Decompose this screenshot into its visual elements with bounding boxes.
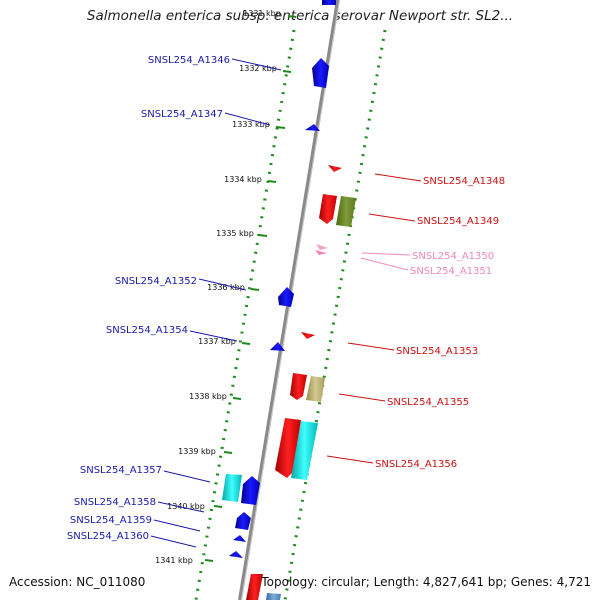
tick-label: 1335 kbp — [216, 229, 254, 238]
gene-label-a1359[interactable]: SNSL254_A1359 — [70, 515, 152, 526]
gene-label-a1357[interactable]: SNSL254_A1357 — [80, 465, 162, 476]
gene-arrow-a1358 — [235, 512, 251, 530]
gene-arrow-a1359 — [233, 535, 246, 542]
left-gene-labels: SNSL254_A1346 SNSL254_A1347 SNSL254_A135… — [67, 55, 282, 548]
tick-label: 1339 kbp — [178, 447, 216, 456]
outer-dotted-guide — [283, 29, 387, 600]
gene-label-a1354[interactable]: SNSL254_A1354 — [106, 325, 188, 336]
gene-label-a1351[interactable]: SNSL254_A1351 — [410, 266, 492, 277]
gene-label-a1360[interactable]: SNSL254_A1360 — [67, 531, 149, 542]
tick-label: 1341 kbp — [155, 556, 193, 565]
tick-label: 1337 kbp — [198, 337, 236, 346]
tick-label: 1332 kbp — [239, 64, 277, 73]
gene-label-a1346[interactable]: SNSL254_A1346 — [148, 55, 230, 66]
gene-arrow-a1353 — [301, 332, 315, 339]
gene-arrow-a1355-red — [290, 373, 307, 400]
tick-label: 1331 kbp — [243, 9, 281, 18]
gene-arrow-a1356-red — [275, 418, 301, 478]
gene-arrow-a1357-cyan — [222, 474, 242, 502]
gene-label-a1348[interactable]: SNSL254_A1348 — [423, 176, 505, 187]
gene-arrow-clipped-bottom-red — [246, 574, 263, 600]
gene-arrow-a1350 — [316, 244, 328, 250]
gene-arrow-a1349-red — [319, 194, 337, 224]
gene-arrow-a1357-blue — [241, 476, 260, 505]
tick-label: 1336 kbp — [207, 283, 245, 292]
gene-arrow-a1354 — [270, 342, 285, 351]
gene-arrow-clipped-bottom-steel — [266, 593, 281, 600]
topology-text: Topology: circular; Length: 4,827,641 bp… — [261, 575, 591, 589]
gene-label-a1355[interactable]: SNSL254_A1355 — [387, 397, 469, 408]
tick-label: 1340 kbp — [167, 502, 205, 511]
map-title: Salmonella enterica subsp. enterica sero… — [86, 8, 514, 24]
gene-arrow-a1349-olive — [336, 196, 356, 227]
gene-label-a1358[interactable]: SNSL254_A1358 — [74, 497, 156, 508]
tick-marks: 1331 kbp 1332 kbp 1333 kbp 1334 kbp 1335… — [155, 9, 297, 565]
gene-label-a1349[interactable]: SNSL254_A1349 — [417, 216, 499, 227]
gene-label-a1350[interactable]: SNSL254_A1350 — [412, 251, 494, 262]
gene-label-a1347[interactable]: SNSL254_A1347 — [141, 109, 223, 120]
right-gene-labels: SNSL254_A1348 SNSL254_A1349 SNSL254_A135… — [326, 173, 505, 470]
accession-text: Accession: NC_011080 — [9, 575, 146, 589]
gene-label-a1356[interactable]: SNSL254_A1356 — [375, 459, 457, 470]
tick-label: 1334 kbp — [224, 175, 262, 184]
tick-label: 1338 kbp — [189, 392, 227, 401]
tick-label: 1333 kbp — [232, 120, 270, 129]
gene-arrow-a1351 — [315, 250, 327, 255]
gene-arrow-a1348 — [328, 165, 342, 172]
gene-arrow-a1352 — [278, 287, 294, 307]
inner-dotted-guide — [194, 29, 296, 600]
gene-arrow-a1360 — [229, 551, 243, 558]
gene-label-a1352[interactable]: SNSL254_A1352 — [115, 276, 197, 287]
gene-arrow-a1356-cyan — [291, 421, 318, 480]
gene-arrow-clipped-top — [322, 0, 336, 5]
gene-arrow-a1346 — [312, 58, 329, 88]
gene-arrow-a1347 — [305, 124, 320, 131]
gene-arrow-a1355-tan — [306, 376, 325, 402]
gene-label-a1353[interactable]: SNSL254_A1353 — [396, 346, 478, 357]
